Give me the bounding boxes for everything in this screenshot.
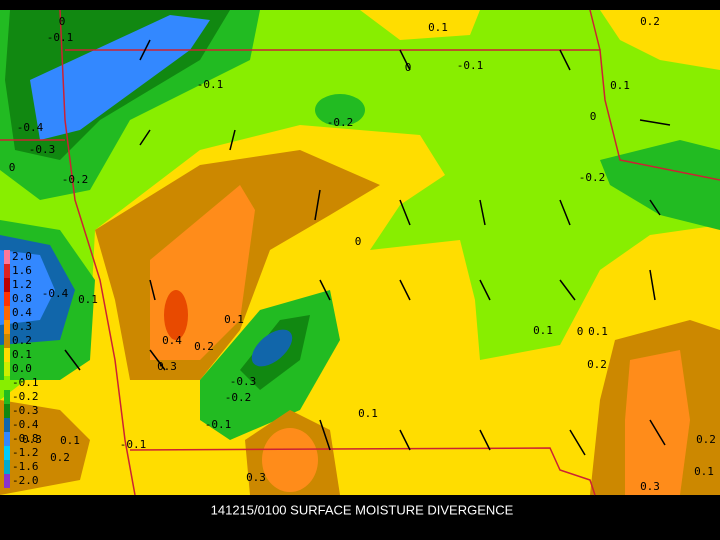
contour-label: 0.2 [587,358,607,371]
contour-label: 0 [59,15,66,28]
legend-label: 0.8 [12,292,32,305]
contour-label: -0.2 [327,116,354,129]
contour-label: -0.2 [62,173,89,186]
legend-swatch [4,418,10,432]
legend-label: 1.2 [12,278,32,291]
caption: 141215/0100 SURFACE MOISTURE DIVERGENCE [211,502,514,517]
legend-swatch [4,474,10,488]
contour-label: 0 [590,110,597,123]
legend-label: 0.2 [12,334,32,347]
contour-label: 0.1 [60,434,80,447]
contour-label: -0.3 [29,143,56,156]
legend-label: -0.1 [12,376,39,389]
legend-label: 0.0 [12,362,32,375]
legend-label: 0.1 [12,348,32,361]
contour-label: -0.3 [230,375,257,388]
legend: 2.01.61.20.80.40.30.20.10.0-0.1-0.2-0.3-… [4,250,39,488]
legend-label: -0.3 [12,404,39,417]
contour-label: -0.4 [42,287,69,300]
legend-swatch [4,278,10,292]
wind-barbs [64,39,671,456]
contour-label: 0 [355,235,362,248]
contour-label: 0.1 [588,325,608,338]
contour-label: -0.1 [197,78,224,91]
contour-label: 0 [577,325,584,338]
contour-label: 0.1 [78,293,98,306]
legend-label: -1.6 [12,460,39,473]
contour-label: 0.3 [246,471,266,484]
contour-label: -0.4 [17,121,44,134]
legend-label: -0.4 [12,418,39,431]
legend-swatch [4,362,10,376]
legend-label: 2.0 [12,250,32,263]
contour-label: 0.2 [194,340,214,353]
legend-swatch [4,390,10,404]
legend-swatch [4,306,10,320]
field [0,10,720,495]
legend-swatch [4,348,10,362]
contour-label: 0.4 [162,334,182,347]
contour-label: 0.2 [640,15,660,28]
legend-swatch [4,264,10,278]
contour-label: 0.3 [22,433,42,446]
legend-swatch [4,320,10,334]
legend-swatch [4,446,10,460]
contour-label: -0.1 [457,59,484,72]
legend-swatch [4,292,10,306]
legend-swatch [4,432,10,446]
legend-label: 0.4 [12,306,32,319]
legend-label: 1.6 [12,264,32,277]
contour-label: 0.1 [358,407,378,420]
contour-label: 0.3 [640,480,660,493]
contour-label: -0.2 [225,391,252,404]
contour-labels: 0-0.10.1 0.20 -0.1-0.1 0.1-0.2-0.40-0.30-0.… [9,15,716,493]
contour-label: 0.3 [157,360,177,373]
contour-label: 0.1 [428,21,448,34]
legend-swatch [4,334,10,348]
contour-label: 0.1 [224,313,244,326]
legend-label: -1.2 [12,446,39,459]
legend-label: 0.3 [12,320,32,333]
contour-label: -0.2 [579,171,606,184]
contour-label: 0.2 [696,433,716,446]
legend-swatch [4,376,10,390]
contour-label: 0.1 [533,324,553,337]
contour-label: 0 [9,161,16,174]
contour-label: 0.1 [694,465,714,478]
contour-label: -0.1 [205,418,232,431]
contour-label: -0.1 [120,438,147,451]
contour-label: 0.2 [50,451,70,464]
legend-swatch [4,250,10,264]
legend-swatch [4,404,10,418]
legend-label: -2.0 [12,474,39,487]
legend-label: -0.8 [12,432,39,445]
legend-label: -0.2 [12,390,39,403]
contour-label: -0.1 [47,31,74,44]
contour-label: 0 [405,61,412,74]
legend-swatch [4,460,10,474]
contour-label: 0.1 [610,79,630,92]
